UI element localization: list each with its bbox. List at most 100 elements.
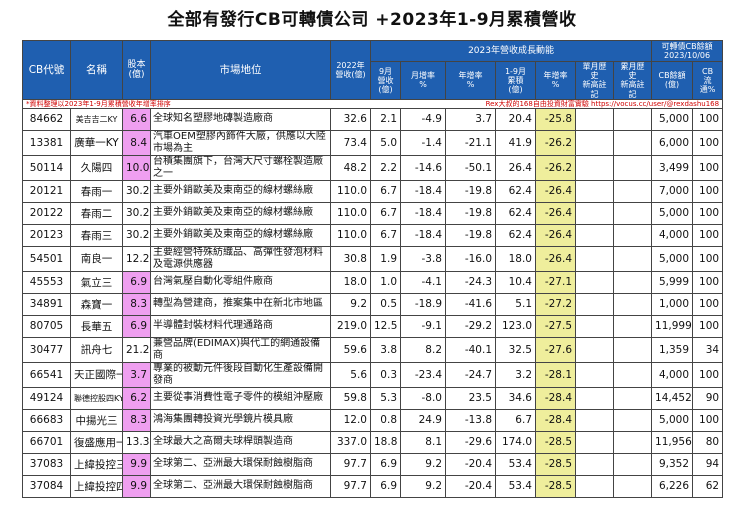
cell-cum-rev: 34.6 — [495, 386, 536, 410]
cell-mom: 9.2 — [400, 474, 446, 498]
cell-rev2022: 12.0 — [330, 408, 371, 432]
cell-rev2022: 73.4 — [330, 129, 371, 156]
header-cum-high: 累月歷史 新高註記 — [612, 61, 653, 100]
table-row: 49124 聯德控股四KY 6.2 主要從事消費性電子零件的模組沖壓廠 59.8 5.3-… — [22, 386, 724, 410]
cell-cb-balance: 14,452 — [651, 386, 694, 410]
cell-yoy: -40.1 — [445, 336, 496, 363]
cell-name: 上緯投控三 — [70, 452, 123, 476]
header-cum-yoy: 年增率 % — [535, 61, 576, 100]
cell-monthly-high — [575, 452, 614, 476]
cell-cum-yoy: -28.5 — [535, 452, 576, 476]
table-row: 80705 長華五 6.9 半導體封裝材料代理通路商 219.0 12.5 -9.1 -29.… — [22, 314, 724, 338]
cell-mom: -4.1 — [400, 270, 446, 294]
cell-mom: -18.4 — [400, 179, 446, 203]
cell-cb-ratio: 100 — [692, 129, 724, 156]
cell-cum-yoy: -28.5 — [535, 474, 576, 498]
cell-cum-high — [612, 245, 653, 272]
cell-monthly-high — [575, 270, 614, 294]
cell-cum-rev: 3.2 — [495, 361, 536, 388]
cell-sep-rev: 3.8 — [370, 336, 401, 363]
cell-cb-code: 34891 — [22, 292, 71, 316]
cell-equity: 6.9 — [122, 314, 151, 338]
cell-monthly-high — [575, 129, 614, 156]
cell-yoy: -21.1 — [445, 129, 496, 156]
table-row: 34891 森寶一 8.3 轉型為營建商，推案集中在新北市地區 9.2 0.5 -18.9-… — [22, 292, 724, 316]
cell-mom: -23.4 — [400, 361, 446, 388]
header-yoy: 年增率 % — [445, 61, 496, 100]
cell-market-position: 全球最大之高爾夫球桿頭製造商 — [150, 430, 331, 454]
cell-cum-rev: 32.5 — [495, 336, 536, 363]
cell-name: 訊舟七 — [70, 336, 123, 363]
cell-market-position: 主要外銷歐美及東南亞的線材螺絲廠 — [150, 223, 331, 247]
cell-cb-ratio: 100 — [692, 107, 724, 131]
table-row: 84662 美吉吉二KY 6.6 全球知名塑膠地磚製造廠商 32.6 2.1 -4.9 3.7… — [22, 107, 724, 131]
cell-monthly-high — [575, 430, 614, 454]
cell-cum-high — [612, 270, 653, 294]
cell-cb-ratio: 34 — [692, 336, 724, 363]
cell-monthly-high — [575, 107, 614, 131]
cell-cum-yoy: -26.2 — [535, 154, 576, 181]
cell-cb-ratio: 80 — [692, 430, 724, 454]
cell-cum-rev: 62.4 — [495, 201, 536, 225]
cell-cb-balance: 1,000 — [651, 292, 694, 316]
cell-sep-rev: 2.1 — [370, 107, 401, 131]
cell-mom: 8.2 — [400, 336, 446, 363]
cell-sep-rev: 12.5 — [370, 314, 401, 338]
cell-cum-high — [612, 386, 653, 410]
cell-rev2022: 97.7 — [330, 452, 371, 476]
table-row: 20121 春雨一 30.2 主要外銷歐美及東南亞的線材螺絲廠 110.0 6.7 -18.… — [22, 179, 724, 203]
cell-equity: 6.2 — [122, 386, 151, 410]
cell-cum-yoy: -26.2 — [535, 129, 576, 156]
header-growth-group: 2023年營收成長動能 — [369, 40, 653, 62]
cell-mom: -18.4 — [400, 201, 446, 225]
cell-sep-rev: 6.7 — [370, 201, 401, 225]
cell-equity: 10.0 — [122, 154, 151, 181]
cell-equity: 6.9 — [122, 270, 151, 294]
cell-rev2022: 59.6 — [330, 336, 371, 363]
cell-equity: 30.2 — [122, 179, 151, 203]
cell-yoy: 3.7 — [445, 107, 496, 131]
cell-equity: 3.7 — [122, 361, 151, 388]
cb-revenue-table: CB代號 名稱 股本 (億) 市場地位 2022年 營收(億) 2023年營收成… — [21, 40, 724, 498]
cell-sep-rev: 18.8 — [370, 430, 401, 454]
cell-equity: 8.3 — [122, 408, 151, 432]
cell-market-position: 主要外銷歐美及東南亞的線材螺絲廠 — [150, 201, 331, 225]
cell-market-position: 主要經營特殊紡織品、高彈性發泡材料及電源供應器 — [150, 245, 331, 272]
cell-cum-high — [612, 474, 653, 498]
cell-equity: 8.3 — [122, 292, 151, 316]
cell-name: 聯德控股四KY — [70, 386, 123, 410]
cell-cum-rev: 20.4 — [495, 107, 536, 131]
cell-cb-ratio: 100 — [692, 408, 724, 432]
cell-yoy: -41.6 — [445, 292, 496, 316]
cell-rev2022: 219.0 — [330, 314, 371, 338]
cell-name: 上緯投控四 — [70, 474, 123, 498]
header-mom: 月增率 % — [400, 61, 446, 100]
cell-cb-ratio: 100 — [692, 314, 724, 338]
cell-sep-rev: 2.2 — [370, 154, 401, 181]
cell-cb-code: 20123 — [22, 223, 71, 247]
cell-rev2022: 5.6 — [330, 361, 371, 388]
cell-equity: 13.3 — [122, 430, 151, 454]
cell-sep-rev: 5.0 — [370, 129, 401, 156]
cell-cb-balance: 5,000 — [651, 107, 694, 131]
cell-cb-balance: 4,000 — [651, 223, 694, 247]
cell-cum-yoy: -27.1 — [535, 270, 576, 294]
cell-sep-rev: 6.9 — [370, 474, 401, 498]
cell-name: 春雨二 — [70, 201, 123, 225]
cell-cb-ratio: 100 — [692, 292, 724, 316]
cell-cb-code: 20121 — [22, 179, 71, 203]
cell-sep-rev: 6.9 — [370, 452, 401, 476]
header-equity: 股本 (億) — [122, 40, 151, 100]
cell-cum-yoy: -26.4 — [535, 223, 576, 247]
cell-cb-code: 54501 — [22, 245, 71, 272]
cell-market-position: 轉型為營建商，推案集中在新北市地區 — [150, 292, 331, 316]
cell-equity: 9.9 — [122, 474, 151, 498]
cell-cb-balance: 3,499 — [651, 154, 694, 181]
cell-cb-code: 37084 — [22, 474, 71, 498]
table-row: 13381 廣華一KY 8.4 汽車OEM塑膠內飾件大廠，供應以大陸市場為主 73.4 5… — [22, 129, 724, 156]
cell-yoy: -24.3 — [445, 270, 496, 294]
cell-cum-high — [612, 129, 653, 156]
table-row: 66701 復盛應用一 13.3 全球最大之高爾夫球桿頭製造商 337.0 18.8 8.1… — [22, 430, 724, 454]
cell-name: 森寶一 — [70, 292, 123, 316]
cell-market-position: 台積集團旗下，台灣大尺寸螺栓製造廠之一 — [150, 154, 331, 181]
